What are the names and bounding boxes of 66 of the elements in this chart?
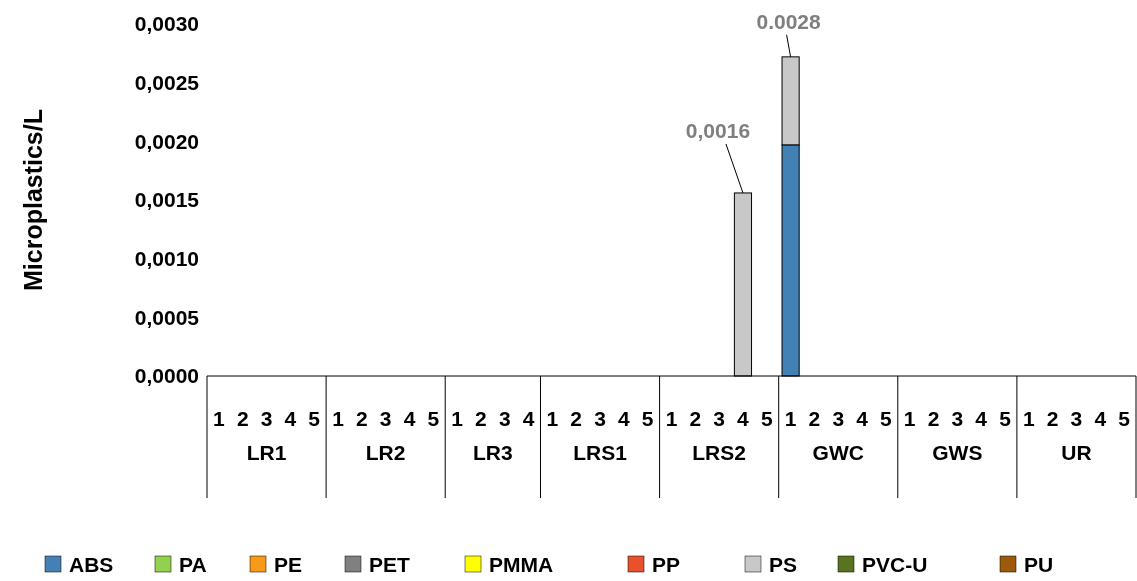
y-tick-label: 0,0020 bbox=[134, 129, 199, 153]
legend-label: PU bbox=[1024, 553, 1054, 576]
x-tick-label: 2 bbox=[475, 407, 487, 430]
x-tick-label: 5 bbox=[308, 407, 321, 430]
x-tick-label: 3 bbox=[713, 407, 725, 430]
y-tick-label: 0,0005 bbox=[134, 305, 200, 329]
x-tick-label: 5 bbox=[999, 407, 1012, 430]
x-tick-label: 1 bbox=[1022, 407, 1035, 430]
y-axis-title: Microplastics/L bbox=[19, 109, 47, 291]
x-tick-label: 4 bbox=[522, 407, 535, 430]
text: LR3 bbox=[473, 441, 513, 464]
x-tick-label: 1 bbox=[451, 407, 464, 430]
x-tick-label: 3 bbox=[832, 407, 845, 430]
x-tick-label: 3 bbox=[951, 407, 964, 430]
x-tick-label: 1 bbox=[665, 407, 678, 430]
legend-label: PMMA bbox=[489, 553, 554, 576]
total-label: 0,0016 bbox=[685, 118, 751, 142]
total-label: 0.0028 bbox=[756, 9, 822, 33]
y-tick-label: 0,0025 bbox=[134, 70, 200, 94]
x-tick-label: 2 bbox=[570, 407, 583, 430]
text: GWC bbox=[812, 441, 864, 464]
legend-label: PS bbox=[769, 553, 798, 576]
x-tick-label: 2 bbox=[808, 407, 821, 430]
x-tick-label: 2 bbox=[689, 407, 702, 430]
x-tick-label: 2 bbox=[355, 407, 368, 430]
x-tick-label: 3 bbox=[498, 407, 511, 430]
legend-label: ABS bbox=[69, 553, 114, 576]
y-tick-label: 0,0030 bbox=[134, 12, 199, 36]
text: LR2 bbox=[365, 441, 406, 464]
legend-label: PA bbox=[179, 553, 207, 576]
legend-label: PE bbox=[274, 553, 303, 576]
x-tick-label: 1 bbox=[546, 407, 559, 430]
legend-label: PP bbox=[652, 553, 681, 576]
x-tick-label: 4 bbox=[284, 407, 297, 430]
x-tick-label: 3 bbox=[379, 407, 392, 430]
text: UR bbox=[1061, 441, 1092, 464]
text: GWS bbox=[932, 441, 983, 464]
x-tick-label: 4 bbox=[618, 407, 631, 430]
x-tick-label: 3 bbox=[260, 407, 273, 430]
x-tick-label: 2 bbox=[927, 407, 940, 430]
x-tick-label: 1 bbox=[903, 407, 916, 430]
x-tick-label: 4 bbox=[856, 407, 869, 430]
x-tick-label: 3 bbox=[1070, 407, 1083, 430]
x-tick-label: 4 bbox=[975, 407, 988, 430]
x-tick-label: 4 bbox=[737, 407, 750, 430]
x-tick-label: 2 bbox=[236, 407, 249, 430]
x-tick-label: 5 bbox=[880, 407, 893, 430]
x-tick-label: 1 bbox=[213, 407, 226, 430]
y-tick-label: 0,0010 bbox=[134, 246, 199, 270]
x-tick-label: 3 bbox=[594, 407, 606, 430]
text: LRS1 bbox=[573, 441, 628, 464]
legend-label: PVC-U bbox=[862, 553, 928, 576]
y-tick-label: 0,0015 bbox=[134, 188, 200, 212]
x-tick-label: 5 bbox=[1118, 407, 1131, 430]
x-tick-label: 4 bbox=[403, 407, 416, 430]
legend-label: PET bbox=[369, 553, 411, 576]
text: LR1 bbox=[246, 441, 287, 464]
x-tick-label: 5 bbox=[641, 407, 654, 430]
text: LRS2 bbox=[692, 441, 746, 464]
x-tick-label: 2 bbox=[1046, 407, 1059, 430]
x-tick-label: 5 bbox=[760, 407, 773, 430]
x-tick-label: 1 bbox=[784, 407, 797, 430]
y-tick-label: 0,0000 bbox=[134, 364, 199, 388]
x-tick-label: 1 bbox=[332, 407, 345, 430]
x-tick-label: 5 bbox=[427, 407, 440, 430]
x-tick-label: 4 bbox=[1094, 407, 1107, 430]
